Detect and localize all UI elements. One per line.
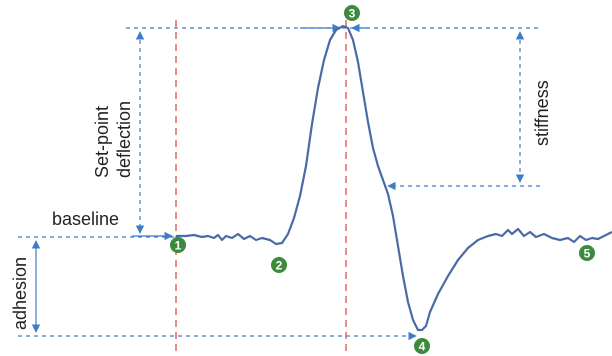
svg-text:5: 5 (584, 247, 591, 261)
force-curve (176, 24, 612, 332)
marker-5: 5 (579, 245, 595, 261)
svg-text:1: 1 (175, 239, 182, 253)
marker-2: 2 (271, 257, 287, 273)
adhesion-label: adhesion (10, 257, 30, 330)
setpoint-label-line2: deflection (114, 101, 134, 178)
marker-4: 4 (414, 338, 430, 354)
marker-3: 3 (344, 5, 360, 21)
baseline-label: baseline (52, 209, 119, 229)
svg-text:4: 4 (419, 340, 426, 354)
svg-text:3: 3 (349, 7, 356, 21)
setpoint-label-line1: Set-point (92, 106, 112, 178)
stiffness-label: stiffness (532, 80, 552, 146)
svg-text:2: 2 (276, 259, 283, 273)
marker-1: 1 (170, 237, 186, 253)
